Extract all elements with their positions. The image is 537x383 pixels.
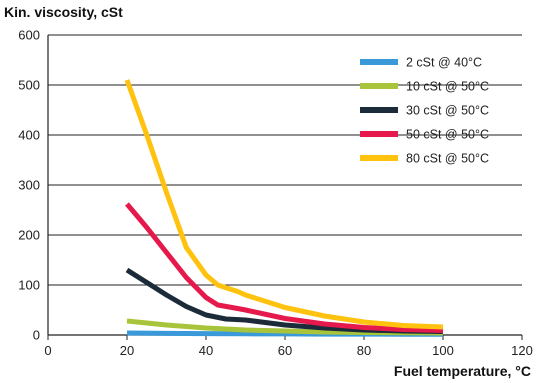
series-line-3 <box>125 267 444 334</box>
legend-label-2: 10 cSt @ 50°C <box>406 80 489 94</box>
legend-label-5: 80 cSt @ 50°C <box>406 152 489 166</box>
y-tick-label-600: 600 <box>18 28 40 43</box>
x-tick-label-100: 100 <box>432 343 454 358</box>
series-layer <box>124 79 444 337</box>
y-tick-label-200: 200 <box>18 228 40 243</box>
x-tick-label-120: 120 <box>511 343 533 358</box>
axis-layer: 0 100 200 300 400 500 600 0 20 40 60 80 100 120 <box>18 28 533 359</box>
y-axis-title: Kin. viscosity, cSt <box>4 4 123 20</box>
legend-label-1: 2 cSt @ 40°C <box>406 56 482 70</box>
y-tick-label-300: 300 <box>18 178 40 193</box>
x-tick-label-80: 80 <box>357 343 371 358</box>
y-tick-label-500: 500 <box>18 78 40 93</box>
legend: 2 cSt @ 40°C 10 cSt @ 50°C 30 cSt @ 50°C 50… <box>360 56 489 166</box>
series-line-5 <box>124 79 444 330</box>
legend-swatch-2 <box>360 83 398 89</box>
x-tick-label-0: 0 <box>44 343 51 358</box>
legend-swatch-5 <box>360 155 398 161</box>
x-tick-label-40: 40 <box>199 343 213 358</box>
legend-label-4: 50 cSt @ 50°C <box>406 128 489 142</box>
x-tick-label-60: 60 <box>278 343 292 358</box>
x-tick-label-20: 20 <box>120 343 134 358</box>
legend-swatch-1 <box>360 59 398 65</box>
x-axis-title: Fuel temperature, °C <box>393 363 531 379</box>
y-tick-label-400: 400 <box>18 128 40 143</box>
grid-layer <box>48 34 522 286</box>
y-tick-label-0: 0 <box>33 328 40 343</box>
y-tick-label-100: 100 <box>18 278 40 293</box>
series-line-4 <box>125 202 444 333</box>
legend-swatch-3 <box>360 107 398 113</box>
legend-label-3: 30 cSt @ 50°C <box>406 104 489 118</box>
legend-swatch-4 <box>360 131 398 137</box>
